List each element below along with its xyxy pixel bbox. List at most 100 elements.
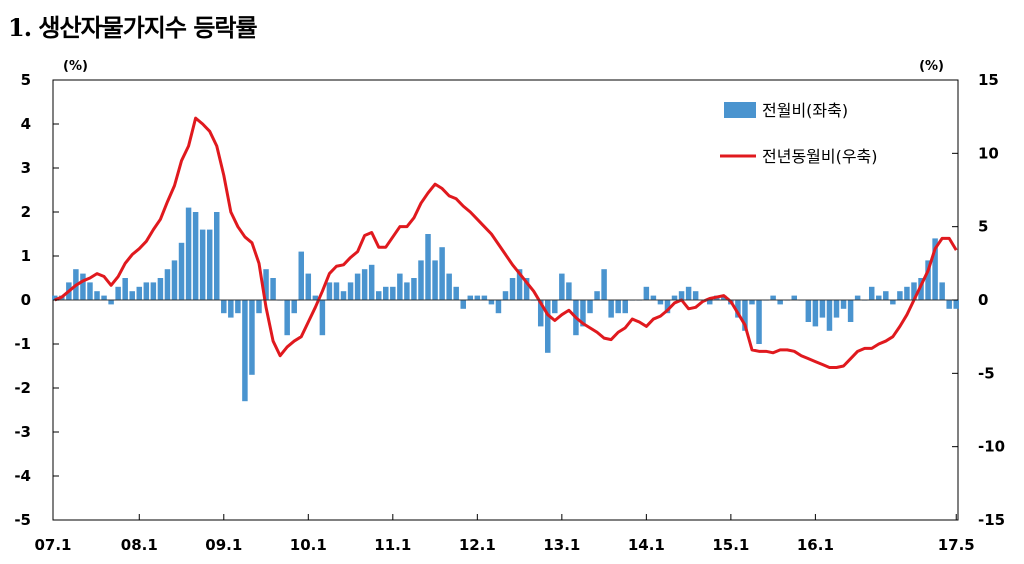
bar bbox=[502, 291, 509, 300]
bar bbox=[847, 300, 854, 322]
bar bbox=[256, 300, 262, 314]
bar bbox=[678, 291, 685, 300]
bar bbox=[756, 300, 762, 344]
bar bbox=[594, 291, 600, 300]
bar bbox=[397, 273, 403, 300]
bar bbox=[453, 286, 459, 300]
bar bbox=[284, 300, 290, 336]
right-axis-unit: (%) bbox=[919, 59, 944, 74]
bar bbox=[932, 238, 938, 300]
legend: 전월비(좌축) 전년동월비(우축) bbox=[720, 101, 878, 166]
right-tick-label: 0 bbox=[978, 291, 988, 309]
bar bbox=[432, 260, 438, 300]
bar bbox=[361, 269, 368, 300]
bar bbox=[52, 295, 58, 300]
bar bbox=[819, 300, 826, 318]
bar bbox=[122, 278, 128, 300]
bar bbox=[87, 282, 93, 300]
bar bbox=[868, 286, 875, 300]
bar bbox=[446, 273, 452, 300]
x-tick-label: 15.1 bbox=[712, 536, 749, 554]
left-axis-unit: (%) bbox=[63, 59, 88, 74]
bar bbox=[587, 300, 593, 314]
bar bbox=[333, 282, 340, 300]
bar bbox=[235, 300, 241, 314]
bar bbox=[692, 291, 699, 300]
x-tick-label: 13.1 bbox=[543, 536, 580, 554]
legend-bar-swatch bbox=[724, 102, 756, 118]
bar bbox=[80, 273, 86, 300]
bar bbox=[890, 300, 896, 305]
left-tick-label: 3 bbox=[21, 159, 31, 177]
bar bbox=[305, 273, 312, 300]
x-tick-label: 11.1 bbox=[374, 536, 411, 554]
bar bbox=[206, 229, 213, 300]
bar bbox=[925, 260, 931, 300]
bar bbox=[340, 291, 347, 300]
left-tick-label: 0 bbox=[21, 291, 31, 309]
bar bbox=[735, 300, 741, 318]
bar bbox=[791, 295, 797, 300]
right-tick-label: 15 bbox=[978, 71, 999, 89]
bar bbox=[608, 300, 614, 318]
x-tick-label: 08.1 bbox=[121, 536, 158, 554]
x-tick-label: 14.1 bbox=[628, 536, 665, 554]
right-tick-label: -15 bbox=[978, 511, 1005, 529]
bar bbox=[516, 269, 523, 300]
bar bbox=[214, 212, 220, 300]
bar bbox=[263, 269, 269, 300]
bar bbox=[157, 278, 164, 300]
bar bbox=[242, 300, 248, 402]
bar bbox=[706, 300, 713, 305]
bar bbox=[537, 300, 544, 327]
bar bbox=[439, 247, 445, 300]
bar bbox=[171, 260, 178, 300]
bar bbox=[108, 300, 114, 305]
bar bbox=[390, 286, 396, 300]
bar bbox=[460, 300, 466, 309]
bar bbox=[199, 229, 206, 300]
bar bbox=[150, 282, 157, 300]
bar bbox=[833, 300, 840, 318]
bar bbox=[474, 295, 481, 300]
x-tick-label: 17.5 bbox=[938, 536, 975, 554]
bar bbox=[411, 278, 417, 300]
bar bbox=[404, 282, 410, 300]
right-tick-label: 10 bbox=[978, 144, 999, 162]
bar bbox=[770, 295, 776, 300]
left-tick-label: 1 bbox=[21, 247, 31, 265]
x-tick-label: 12.1 bbox=[459, 536, 496, 554]
bar bbox=[164, 269, 171, 300]
bar bbox=[129, 291, 135, 300]
bar bbox=[291, 300, 297, 314]
bar bbox=[136, 286, 143, 300]
bar bbox=[495, 300, 502, 314]
bar bbox=[840, 300, 847, 309]
bar bbox=[805, 300, 812, 322]
left-tick-label: 2 bbox=[21, 203, 31, 221]
bar bbox=[94, 291, 100, 300]
left-tick-label: -4 bbox=[14, 467, 31, 485]
bar bbox=[671, 295, 678, 300]
bar bbox=[101, 295, 107, 300]
bar bbox=[953, 300, 959, 309]
bar bbox=[566, 282, 572, 300]
bar bbox=[488, 300, 495, 305]
bar bbox=[615, 300, 621, 314]
bar bbox=[481, 295, 488, 300]
bar bbox=[643, 286, 650, 300]
bar bbox=[221, 300, 227, 314]
bar bbox=[368, 264, 375, 300]
legend-line-label: 전년동월비(우축) bbox=[762, 147, 878, 166]
bar bbox=[918, 278, 924, 300]
bar bbox=[685, 286, 692, 300]
bar bbox=[946, 300, 952, 309]
bar bbox=[897, 291, 903, 300]
bar bbox=[467, 295, 474, 300]
bar bbox=[545, 300, 551, 353]
bar bbox=[383, 286, 389, 300]
x-tick-label: 09.1 bbox=[205, 536, 242, 554]
legend-bar-label: 전월비(좌축) bbox=[762, 101, 848, 120]
bar bbox=[509, 278, 516, 300]
